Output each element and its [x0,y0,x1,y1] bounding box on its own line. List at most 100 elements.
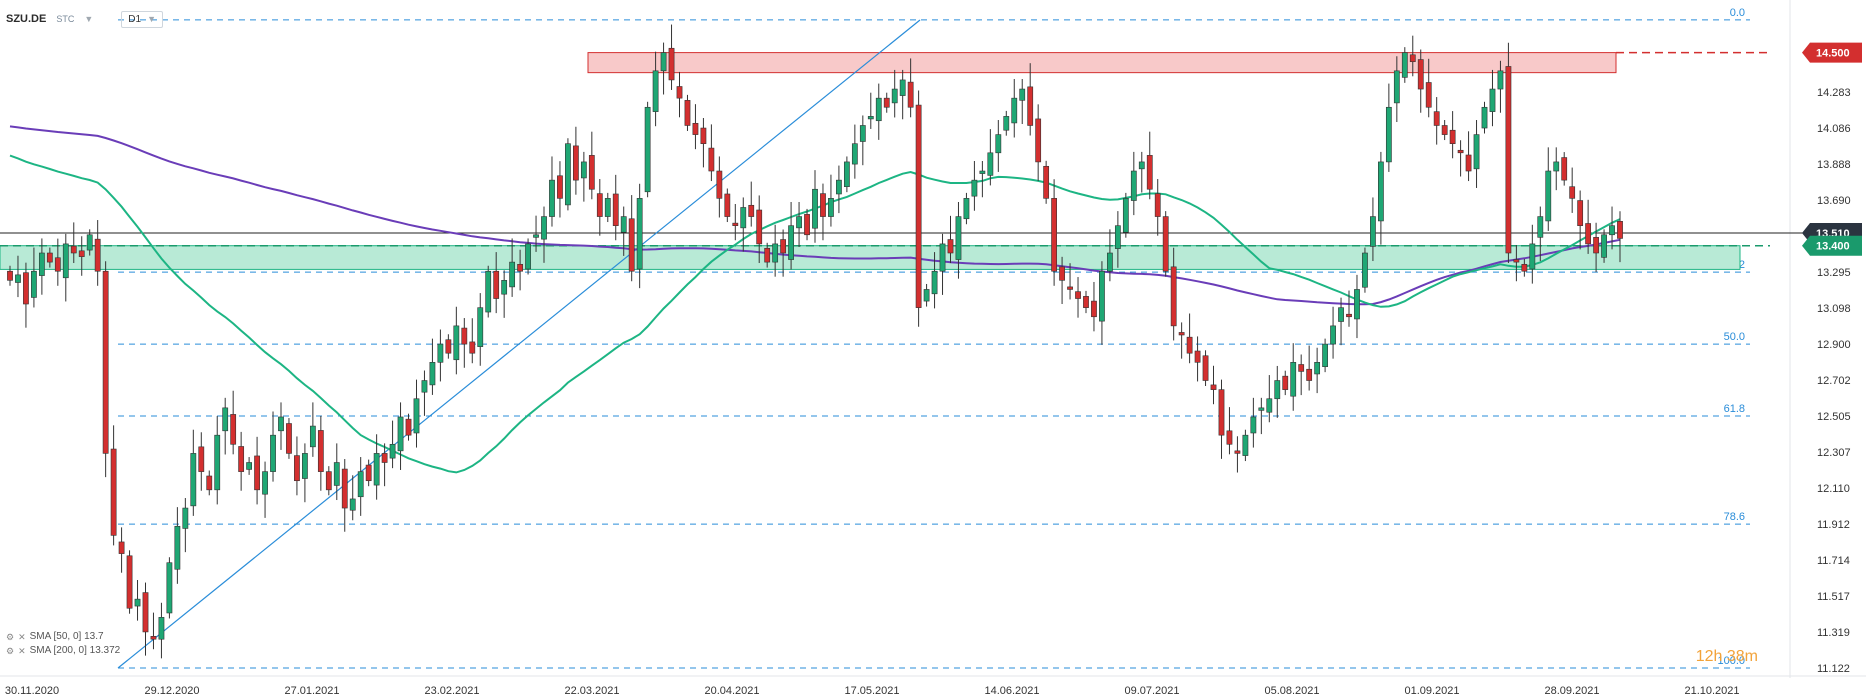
candle [333,462,340,486]
candle [413,398,420,434]
candle [1250,416,1257,434]
candle [1242,434,1249,456]
candle [939,243,946,272]
fib-label: 50.0 [1724,331,1745,343]
x-tick-label: 28.09.2021 [1544,685,1599,697]
candle [278,416,284,432]
candle [1322,343,1328,367]
candle [1170,266,1177,327]
x-tick-label: 01.09.2021 [1404,685,1459,697]
candle [851,143,858,165]
timeframe-label: D1 [128,13,142,25]
candle [142,592,149,633]
candle [1290,362,1297,397]
candle [836,179,842,195]
candle [804,214,810,236]
fib-label: 61.8 [1724,403,1745,415]
candle [549,179,555,217]
candle [1409,54,1416,63]
candle [1338,307,1344,322]
candle [286,423,292,454]
candle [501,280,508,295]
legend-item-sma200[interactable]: ⚙ ✕ SMA [200, 0] 13.372 [6,644,120,658]
candle [732,222,739,226]
candle [580,161,587,179]
candle [309,425,316,448]
candle [78,250,85,257]
candle [1513,259,1520,263]
x-tick-label: 14.06.2021 [984,685,1039,697]
candle [644,106,651,193]
chevron-down-icon[interactable]: ▼ [84,14,94,24]
candle [541,216,547,240]
candle [70,245,77,254]
y-tick-label: 11.714 [1817,555,1850,567]
candle [1465,154,1472,172]
candle [158,617,165,640]
candle [1059,266,1065,281]
candle [987,152,994,176]
candle [1617,221,1623,239]
candle [1067,286,1073,290]
candle [1441,125,1448,135]
candle [525,243,531,270]
close-icon[interactable]: ✕ [18,632,26,642]
candle [1091,300,1097,318]
resistance-zone [587,52,1617,74]
candle [262,471,268,495]
candle [86,234,93,251]
candle [1027,86,1034,126]
candle [1354,289,1360,320]
y-tick-label: 13.888 [1817,159,1851,171]
candle [126,555,133,609]
candle [573,145,579,181]
candle [349,498,356,511]
chart-header: SZU.DE STC ▼ D1 ▼ [6,8,163,30]
candle [46,252,53,263]
candle [724,193,731,217]
candle [700,127,707,144]
candle [1178,332,1185,336]
candle [1138,161,1145,170]
candle [477,307,484,347]
legend-sma50-label: SMA [50, 0] 13.7 [29,631,104,642]
candle [772,243,779,263]
candle [341,468,348,509]
candle [907,81,914,108]
candle [429,362,436,386]
candle [485,270,492,313]
candle [31,270,37,298]
candle [708,147,715,172]
candle [843,161,850,187]
candle [668,47,675,81]
x-tick-label: 23.02.2021 [424,685,479,697]
symbol-label[interactable]: SZU.DE [6,13,47,25]
settings-icon[interactable]: ⚙ [6,646,15,656]
timer-minutes: 38m [1726,648,1758,665]
candle [1370,216,1376,247]
close-icon[interactable]: ✕ [18,646,26,656]
candle [1417,59,1424,90]
candle [517,263,523,272]
candle [1298,364,1305,372]
candle [1122,198,1129,233]
candle [1378,161,1384,222]
candle [1202,355,1209,381]
candle [995,134,1002,154]
settings-icon[interactable]: ⚙ [6,632,15,642]
candle [373,453,380,486]
candle [102,270,109,454]
candle [1194,350,1201,363]
candle [1449,129,1456,144]
support-price-badge-label: 13.400 [1816,241,1850,253]
legend-item-sma50[interactable]: ⚙ ✕ SMA [50, 0] 13.7 [6,630,120,644]
candle [1346,313,1352,318]
timeframe-select[interactable]: D1 ▼ [121,10,163,28]
candle [1210,384,1217,390]
candle [1473,134,1480,170]
candle [1481,106,1488,129]
y-tick-label: 13.690 [1817,195,1851,207]
candle [1330,325,1336,345]
candle [1561,157,1568,181]
